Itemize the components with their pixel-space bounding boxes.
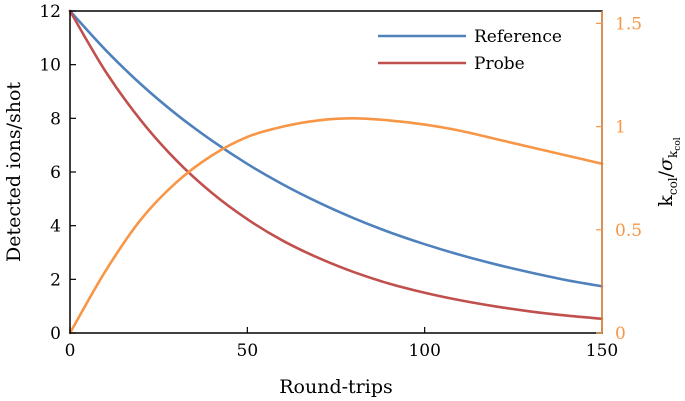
- y2-tick-label: 0: [615, 324, 626, 344]
- y2-title-col-sub: col: [666, 177, 680, 195]
- y2-axis-title: kcol/σkcol: [655, 137, 683, 206]
- y-tick-label: 0: [50, 324, 61, 344]
- legend: Reference Probe: [378, 27, 562, 74]
- y2-axis-ticks: 0 0.5 1 1.5: [596, 11, 642, 344]
- y2-tick-label: 0.5: [615, 221, 642, 241]
- y2-tick-label: 1.5: [615, 14, 642, 34]
- x-tick-label: 150: [586, 341, 618, 361]
- x-tick-label: 100: [408, 341, 440, 361]
- series-line-probe: [68, 9, 604, 321]
- y-tick-label: 2: [50, 270, 61, 290]
- y2-title-k: k: [655, 195, 677, 207]
- legend-label-probe: Probe: [474, 54, 525, 74]
- y2-title-sigma-sub-k: k: [666, 150, 680, 158]
- y-tick-label: 4: [50, 217, 61, 237]
- x-tick-label: 0: [65, 341, 76, 361]
- x-axis-ticks: 0 50 100 150: [65, 327, 618, 361]
- legend-label-reference: Reference: [474, 27, 562, 47]
- y-tick-label: 8: [50, 109, 61, 129]
- y-tick-label: 12: [39, 2, 61, 22]
- y2-title-sigma: σ: [655, 157, 677, 171]
- y-axis-ticks: 0 2 4 6 8 10 12: [39, 2, 76, 344]
- x-tick-label: 50: [237, 341, 259, 361]
- y-tick-label: 10: [39, 56, 61, 76]
- y-axis-title: Detected ions/shot: [3, 82, 25, 262]
- y-tick-label: 6: [50, 163, 61, 183]
- y2-tick-label: 1: [615, 118, 626, 138]
- y2-title-sigma-sub-col: col: [673, 137, 683, 150]
- series-line-ratio: [68, 117, 604, 335]
- series-line-reference: [68, 9, 604, 288]
- x-axis-title: Round-trips: [279, 376, 393, 398]
- y2-title-slash: /: [655, 170, 677, 177]
